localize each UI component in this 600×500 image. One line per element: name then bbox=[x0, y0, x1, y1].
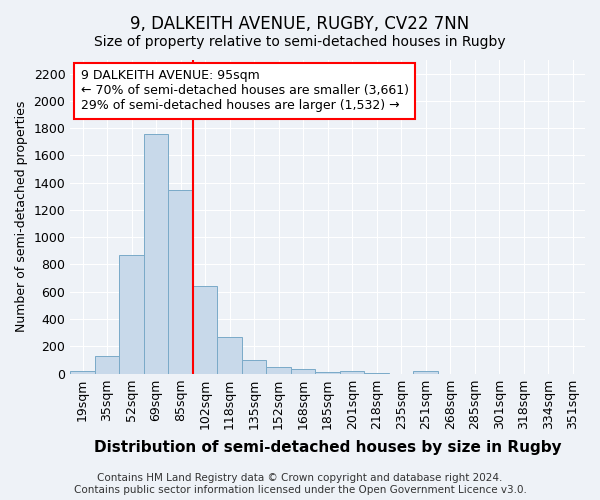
Y-axis label: Number of semi-detached properties: Number of semi-detached properties bbox=[15, 101, 28, 332]
Bar bbox=[291, 370, 316, 374]
Bar bbox=[119, 255, 144, 374]
Bar bbox=[70, 372, 95, 374]
Bar bbox=[169, 190, 193, 374]
Text: 9 DALKEITH AVENUE: 95sqm
← 70% of semi-detached houses are smaller (3,661)
29% o: 9 DALKEITH AVENUE: 95sqm ← 70% of semi-d… bbox=[80, 70, 409, 112]
Bar bbox=[242, 360, 266, 374]
Bar bbox=[316, 372, 340, 374]
Bar bbox=[340, 372, 364, 374]
Text: Contains HM Land Registry data © Crown copyright and database right 2024.
Contai: Contains HM Land Registry data © Crown c… bbox=[74, 474, 526, 495]
Bar bbox=[266, 366, 291, 374]
Bar bbox=[413, 371, 438, 374]
Text: Size of property relative to semi-detached houses in Rugby: Size of property relative to semi-detach… bbox=[94, 35, 506, 49]
Bar bbox=[95, 356, 119, 374]
X-axis label: Distribution of semi-detached houses by size in Rugby: Distribution of semi-detached houses by … bbox=[94, 440, 562, 455]
Bar bbox=[217, 336, 242, 374]
Bar bbox=[193, 286, 217, 374]
Bar bbox=[364, 373, 389, 374]
Text: 9, DALKEITH AVENUE, RUGBY, CV22 7NN: 9, DALKEITH AVENUE, RUGBY, CV22 7NN bbox=[130, 15, 470, 33]
Bar bbox=[144, 134, 169, 374]
